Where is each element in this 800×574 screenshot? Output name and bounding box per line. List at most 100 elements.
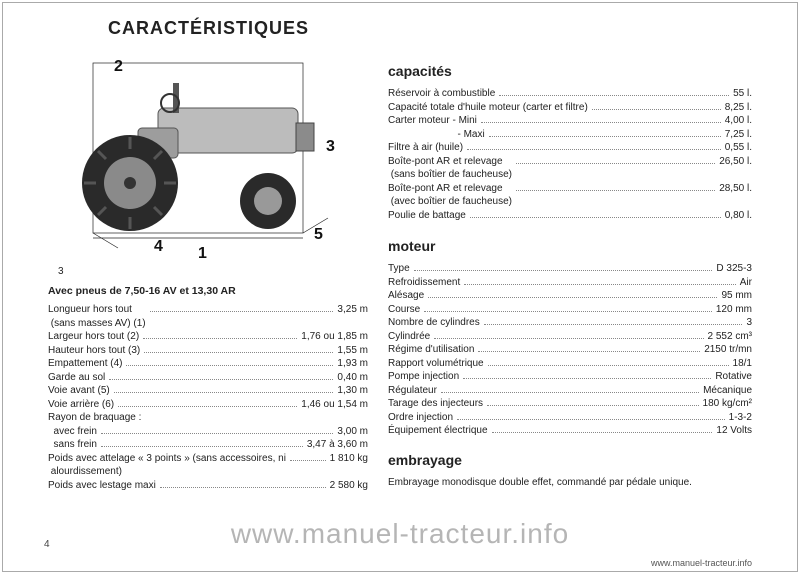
clutch-heading: embrayage — [388, 452, 752, 468]
spec-label: Filtre à air (huile) — [388, 141, 463, 155]
spec-row: - Maxi 7,25 l. — [388, 128, 752, 142]
spec-value: 120 mm — [716, 303, 752, 317]
spec-row: Nombre de cylindres 3 — [388, 316, 752, 330]
capacities-table: Réservoir à combustible 55 l. Capacité tot… — [388, 87, 752, 222]
spec-value: 4,00 l. — [725, 114, 752, 128]
spec-label: Réservoir à combustible — [388, 87, 495, 101]
spec-label: Régulateur — [388, 384, 437, 398]
spec-label: Garde au sol — [48, 371, 105, 385]
spec-label: Empattement (4) — [48, 357, 122, 371]
spec-label: Tarage des injecteurs — [388, 397, 483, 411]
spec-value: 3,47 à 3,60 m — [307, 438, 368, 452]
spec-row: Empattement (4) 1,93 m — [48, 357, 368, 371]
dimensions-table: Longueur hors tout (sans masses AV) (1) 3… — [48, 303, 368, 492]
engine-heading: moteur — [388, 238, 752, 254]
spec-label: Course — [388, 303, 420, 317]
tractor-figure: 1 2 3 4 5 — [58, 53, 358, 268]
spec-value: 26,50 l. — [719, 155, 752, 169]
callout-1: 1 — [198, 245, 207, 262]
capacities-heading: capacités — [388, 63, 752, 79]
spec-label: Régime d'utilisation — [388, 343, 474, 357]
spec-label: Voie avant (5) — [48, 384, 110, 398]
spec-row: Garde au sol 0,40 m — [48, 371, 368, 385]
spec-label: Capacité totale d'huile moteur (carter e… — [388, 101, 588, 115]
spec-value: 7,25 l. — [725, 128, 752, 142]
spec-row: Tarage des injecteurs 180 kg/cm² — [388, 397, 752, 411]
spec-row: Hauteur hors tout (3) 1,55 m — [48, 344, 368, 358]
spec-row: Poids avec lestage maxi2 580 kg — [48, 479, 368, 493]
spec-label: Type — [388, 262, 410, 276]
spec-label: Alésage — [388, 289, 424, 303]
spec-label: avec frein — [48, 425, 97, 439]
spec-value: 2 580 kg — [330, 479, 368, 493]
spec-label: Pompe injection — [388, 370, 459, 384]
spec-value: 95 mm — [721, 289, 752, 303]
spec-value: 1,46 ou 1,54 m — [301, 398, 368, 412]
spec-value: 1,93 m — [337, 357, 368, 371]
spec-value: 55 l. — [733, 87, 752, 101]
spec-value: 180 kg/cm² — [703, 397, 752, 411]
spec-label: Rapport volumétrique — [388, 357, 484, 371]
spec-value: 1-3-2 — [729, 411, 752, 425]
spec-row: Boîte-pont AR et relevage (avec boîtier … — [388, 182, 752, 209]
spec-label: sans frein — [48, 438, 97, 452]
page-number: 4 — [44, 539, 50, 550]
spec-row: Pompe injectionRotative — [388, 370, 752, 384]
spec-value: 18/1 — [733, 357, 752, 371]
spec-value: 28,50 l. — [719, 182, 752, 196]
spec-label: Nombre de cylindres — [388, 316, 480, 330]
spec-row: Rapport volumétrique 18/1 — [388, 357, 752, 371]
callout-2: 2 — [114, 58, 123, 75]
spec-row: Carter moteur - Mini4,00 l. — [388, 114, 752, 128]
spec-row: Poids avec attelage « 3 points » (sans a… — [48, 452, 368, 479]
spec-label: Boîte-pont AR et relevage (avec boîtier … — [388, 182, 512, 209]
watermark: www.manuel-tracteur.info — [0, 518, 800, 550]
spec-label: Hauteur hors tout (3) — [48, 344, 140, 358]
engine-table: Type D 325-3RefroidissementAirAlésage 95 m… — [388, 262, 752, 438]
spec-label: Largeur hors tout (2) — [48, 330, 139, 344]
spec-row: Cylindrée2 552 cm³ — [388, 330, 752, 344]
callout-5: 5 — [314, 226, 323, 243]
spec-row: Voie avant (5) 1,30 m — [48, 384, 368, 398]
spec-label: Boîte-pont AR et relevage (sans boîtier … — [388, 155, 512, 182]
spec-row: Voie arrière (6) 1,46 ou 1,54 m — [48, 398, 368, 412]
spec-row: Régime d'utilisation2150 tr/mn — [388, 343, 752, 357]
spec-row: Course 120 mm — [388, 303, 752, 317]
spec-value: 0,55 l. — [725, 141, 752, 155]
spec-label: Poids avec attelage « 3 points » (sans a… — [48, 452, 286, 479]
spec-row: Type D 325-3 — [388, 262, 752, 276]
spec-label: Longueur hors tout (sans masses AV) (1) — [48, 303, 146, 330]
spec-value: 12 Volts — [716, 424, 752, 438]
callout-4: 4 — [154, 238, 163, 255]
spec-value: Mécanique — [703, 384, 752, 398]
spec-value: 1 810 kg — [330, 452, 368, 466]
spec-label: - Maxi — [388, 128, 485, 142]
spec-value: 0,80 l. — [725, 209, 752, 223]
spec-row: Ordre injection 1-3-2 — [388, 411, 752, 425]
spec-value: 1,30 m — [337, 384, 368, 398]
spec-value: 3,00 m — [337, 425, 368, 439]
spec-label: Rayon de braquage : — [48, 411, 141, 425]
spec-label: Équipement électrique — [388, 424, 488, 438]
spec-value: 2 552 cm³ — [708, 330, 752, 344]
spec-row: Filtre à air (huile) 0,55 l. — [388, 141, 752, 155]
spec-row: Largeur hors tout (2) 1,76 ou 1,85 m — [48, 330, 368, 344]
spec-row: Capacité totale d'huile moteur (carter e… — [388, 101, 752, 115]
spec-row: avec frein 3,00 m — [48, 425, 368, 439]
spec-label: Ordre injection — [388, 411, 453, 425]
spec-value: 8,25 l. — [725, 101, 752, 115]
spec-value: 1,76 ou 1,85 m — [301, 330, 368, 344]
spec-label: Refroidissement — [388, 276, 460, 290]
spec-row: Longueur hors tout (sans masses AV) (1)3… — [48, 303, 368, 330]
spec-label: Voie arrière (6) — [48, 398, 114, 412]
spec-value: 1,55 m — [337, 344, 368, 358]
spec-value: 0,40 m — [337, 371, 368, 385]
spec-row: Alésage 95 mm — [388, 289, 752, 303]
spec-value: 3 — [746, 316, 752, 330]
dimensions-heading: Avec pneus de 7,50-16 AV et 13,30 AR — [48, 285, 368, 297]
right-column: capacités Réservoir à combustible 55 l. Ca… — [378, 53, 752, 492]
footer-url: www.manuel-tracteur.info — [651, 558, 752, 568]
spec-row: RefroidissementAir — [388, 276, 752, 290]
spec-value: D 325-3 — [716, 262, 752, 276]
spec-row: Poulie de battage0,80 l. — [388, 209, 752, 223]
